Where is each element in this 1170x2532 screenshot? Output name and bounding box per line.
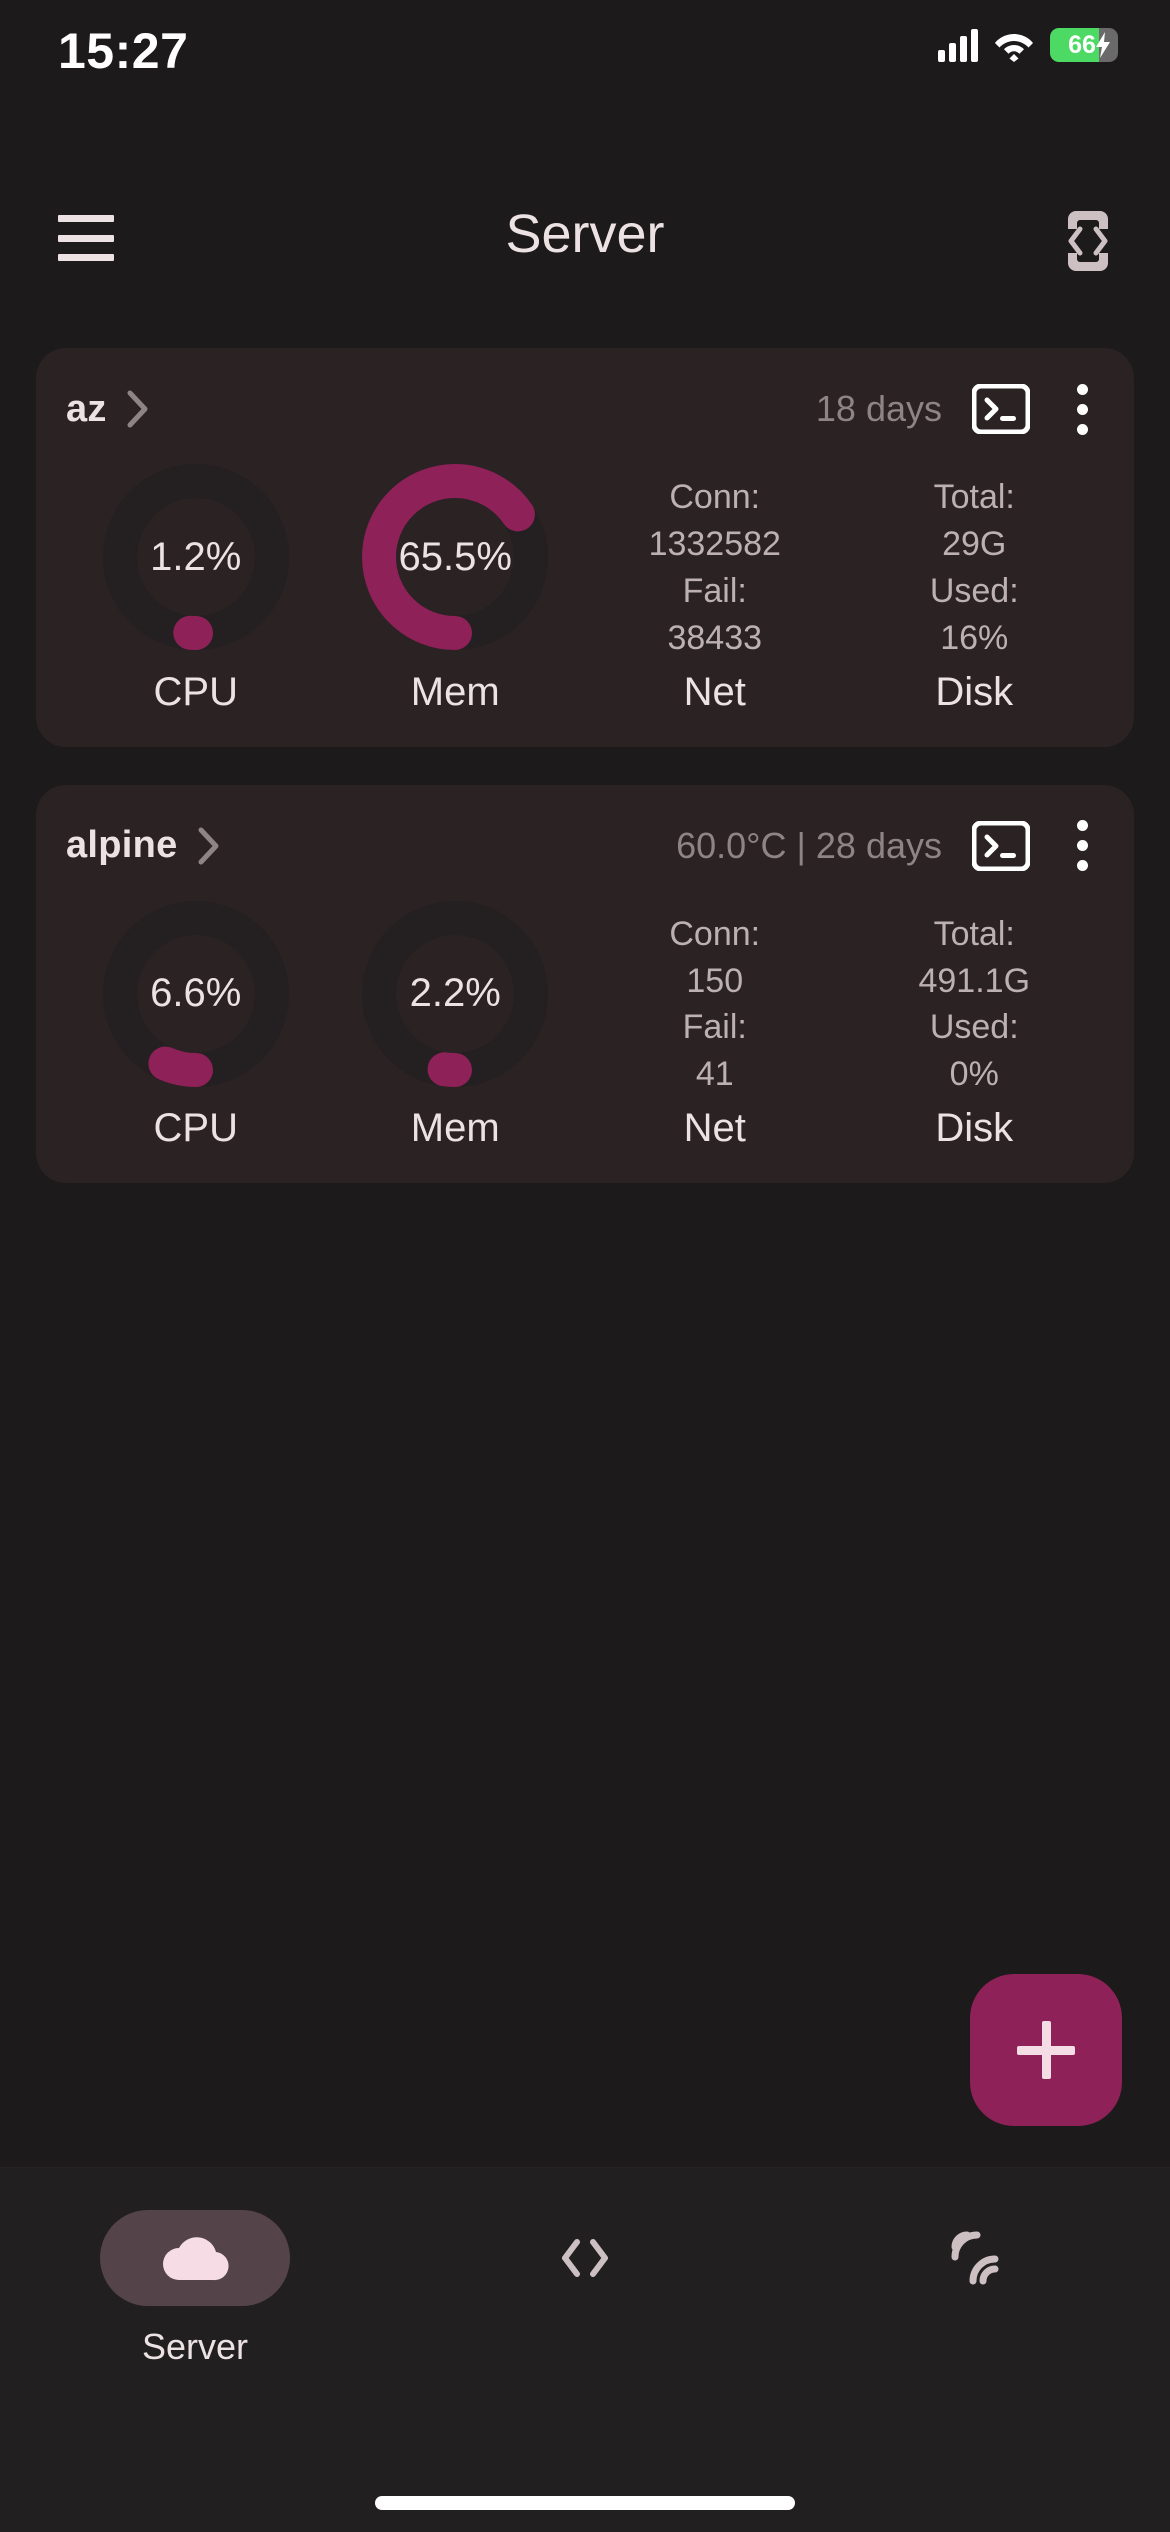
terminal-icon[interactable] — [971, 383, 1031, 435]
disk-used-label: Used: — [929, 1008, 1019, 1047]
server-name[interactable]: az — [66, 387, 107, 430]
net-conn-value: 1332582 — [648, 524, 781, 563]
metric-label-disk: Disk — [935, 1106, 1014, 1151]
metric-label-mem: Mem — [410, 1106, 500, 1151]
net-stats: Conn: 1332582 Fail: 38433 — [585, 462, 845, 662]
disk-used-value: 16% — [940, 618, 1009, 657]
server-card-header: az 18 days — [66, 382, 1104, 436]
metric-labels: CPU Mem Net Disk — [66, 670, 1104, 715]
metric-disk: Total: 491.1G Used: 0% — [845, 899, 1105, 1099]
server-metrics: 1.2% 65.5% Conn: 1332582 — [66, 462, 1104, 662]
metric-label-cpu: CPU — [153, 1106, 238, 1151]
cpu-gauge: 1.2% — [101, 462, 291, 652]
metric-mem: 65.5% — [326, 462, 586, 652]
net-fail-label: Fail: — [682, 571, 747, 610]
bottom-navigation: Server — [0, 2167, 1170, 2532]
server-temp-uptime: 60.0°C | 28 days — [676, 824, 942, 866]
nav-pill — [880, 2210, 1070, 2306]
disk-stats: Total: 29G Used: 16% — [845, 462, 1105, 662]
metric-labels: CPU Mem Net Disk — [66, 1106, 1104, 1151]
status-bar-time: 15:27 — [58, 23, 189, 79]
metric-disk: Total: 29G Used: 16% — [845, 462, 1105, 662]
status-bar: 15:27 66 — [0, 0, 1170, 100]
server-card-header-actions: 18 days — [816, 382, 1104, 436]
server-card-header-actions: 60.0°C | 28 days — [676, 819, 1104, 873]
nav-pill — [490, 2210, 680, 2306]
code-brackets-icon — [561, 2239, 608, 2277]
disk-total-value: 29G — [942, 524, 1007, 563]
cloud-icon — [162, 2237, 229, 2281]
metric-label-disk: Disk — [935, 669, 1014, 714]
net-fail-label: Fail: — [682, 1008, 747, 1047]
net-conn-value: 150 — [686, 961, 744, 1000]
mem-gauge: 2.2% — [360, 899, 550, 1089]
server-name[interactable]: alpine — [66, 824, 178, 867]
cpu-value: 6.6% — [150, 971, 242, 1016]
metric-label-net: Net — [683, 669, 746, 714]
nav-pill-active — [99, 2210, 290, 2306]
metric-mem: 2.2% — [326, 899, 586, 1089]
mem-value: 65.5% — [398, 534, 512, 579]
more-vertical-icon[interactable] — [1060, 819, 1104, 873]
battery-icon: 66 — [1050, 28, 1118, 62]
add-server-fab[interactable] — [970, 1974, 1122, 2126]
cpu-gauge: 6.6% — [101, 899, 291, 1089]
mem-gauge: 65.5% — [360, 462, 550, 652]
charging-bolt-icon — [1096, 32, 1110, 58]
cpu-value: 1.2% — [150, 534, 242, 579]
server-card-header: alpine 60.0°C | 28 days — [66, 819, 1104, 873]
battery-percent: 66 — [1068, 30, 1096, 59]
metric-net: Conn: 1332582 Fail: 38433 — [585, 462, 845, 662]
net-stats: Conn: 150 Fail: 41 — [585, 899, 845, 1099]
metric-label-mem: Mem — [410, 669, 500, 714]
ping-waves-icon — [951, 2231, 999, 2285]
chevron-right-icon[interactable] — [196, 826, 222, 866]
home-indicator — [375, 2496, 795, 2510]
nav-label-server: Server — [141, 2326, 248, 2367]
disk-total-value: 491.1G — [918, 961, 1031, 1000]
server-metrics: 6.6% 2.2% Conn: 150 — [66, 899, 1104, 1099]
net-fail-value: 38433 — [667, 618, 763, 657]
metric-cpu: 1.2% — [66, 462, 326, 652]
nav-item-server[interactable]: Server — [0, 2210, 390, 2368]
disk-used-label: Used: — [929, 571, 1019, 610]
metric-label-cpu: CPU — [153, 669, 238, 714]
page-title: Server — [505, 204, 665, 264]
metric-net: Conn: 150 Fail: 41 — [585, 899, 845, 1099]
status-bar-indicators: 66 — [938, 28, 1118, 62]
net-fail-value: 41 — [695, 1055, 734, 1094]
metric-label-net: Net — [683, 1106, 746, 1151]
mem-value: 2.2% — [409, 971, 501, 1016]
metric-cpu: 6.6% — [66, 899, 326, 1089]
nav-item-ping[interactable] — [780, 2210, 1170, 2368]
wifi-icon — [994, 28, 1034, 62]
server-uptime: 18 days — [815, 388, 942, 429]
disk-used-value: 0% — [949, 1055, 999, 1094]
plus-icon — [1017, 2021, 1075, 2079]
net-conn-label: Conn: — [669, 478, 761, 516]
server-card-list: az 18 days — [0, 348, 1170, 1221]
disk-total-label: Total: — [933, 914, 1015, 953]
hamburger-menu-icon[interactable] — [58, 215, 114, 261]
net-conn-label: Conn: — [669, 914, 761, 953]
disk-total-label: Total: — [933, 478, 1015, 516]
chevron-right-icon[interactable] — [125, 389, 151, 429]
server-card[interactable]: alpine 60.0°C | 28 days — [36, 784, 1134, 1184]
server-card[interactable]: az 18 days — [36, 348, 1134, 747]
disk-stats: Total: 491.1G Used: 0% — [845, 899, 1105, 1099]
more-vertical-icon[interactable] — [1060, 382, 1104, 436]
phone-code-icon[interactable] — [1054, 207, 1122, 275]
nav-item-code[interactable] — [390, 2210, 780, 2368]
app-bar: Server — [0, 185, 1170, 295]
terminal-icon[interactable] — [971, 820, 1031, 872]
cellular-signal-icon — [938, 28, 978, 62]
